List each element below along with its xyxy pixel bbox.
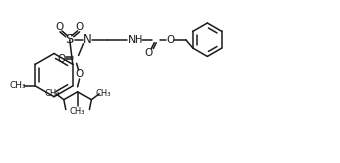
Text: CH₃: CH₃ <box>44 89 60 98</box>
Text: N: N <box>83 33 92 46</box>
Text: O: O <box>56 22 64 32</box>
Text: CH₃: CH₃ <box>70 107 85 116</box>
Text: CH₃: CH₃ <box>9 82 26 90</box>
Text: H: H <box>135 35 142 45</box>
Text: N: N <box>128 35 136 45</box>
Text: O: O <box>75 22 84 32</box>
Text: O: O <box>75 69 84 79</box>
Text: O: O <box>144 48 153 59</box>
Text: O: O <box>58 54 66 64</box>
Text: CH₃: CH₃ <box>96 89 111 98</box>
Text: O: O <box>166 35 174 45</box>
Text: S: S <box>66 33 74 46</box>
